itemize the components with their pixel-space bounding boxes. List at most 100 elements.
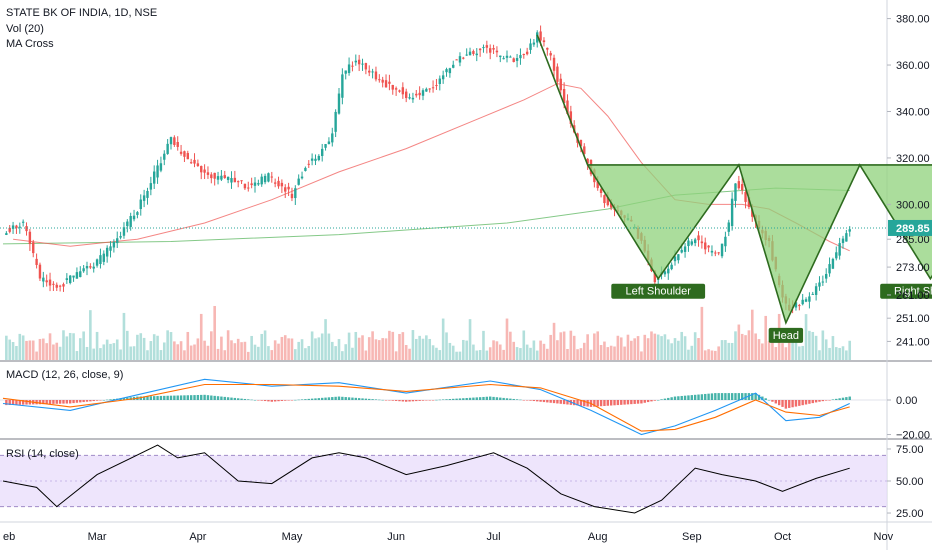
macd-histogram-bar xyxy=(576,400,579,406)
volume-bar xyxy=(317,337,321,360)
candle-body xyxy=(58,285,62,287)
macd-histogram-bar xyxy=(186,395,189,400)
volume-bar xyxy=(136,334,139,360)
volume-bar xyxy=(310,331,314,360)
candle-body xyxy=(821,281,825,283)
candle-body xyxy=(525,51,529,55)
macd-histogram-bar xyxy=(583,400,586,407)
volume-bar xyxy=(92,348,96,360)
volume-bar xyxy=(58,346,62,360)
macd-histogram-bar xyxy=(15,400,18,405)
macd-histogram-bar xyxy=(89,400,92,402)
macd-histogram-bar xyxy=(341,396,344,400)
volume-bar xyxy=(562,331,566,360)
candle-body xyxy=(307,163,310,165)
candle-body xyxy=(72,275,75,278)
volume-bar xyxy=(169,332,173,360)
volume-bar xyxy=(330,341,334,360)
candle-body xyxy=(290,193,294,199)
macd-histogram-bar xyxy=(485,396,489,400)
macd-histogram-bar xyxy=(48,400,52,404)
candle-body xyxy=(136,212,139,215)
volume-bar xyxy=(260,333,264,360)
volume-bar xyxy=(539,340,542,360)
axis-tick-label: −20.00 xyxy=(896,430,930,442)
volume-bar xyxy=(250,335,253,360)
macd-histogram-bar xyxy=(354,397,357,400)
candle-body xyxy=(720,243,724,257)
candle-body xyxy=(536,32,539,43)
macd-histogram-bar xyxy=(253,400,257,401)
macd-histogram-bar xyxy=(489,396,492,400)
volume-bar xyxy=(183,350,186,360)
candle-body xyxy=(808,296,811,302)
candle-body xyxy=(230,178,233,183)
volume-bar xyxy=(166,330,169,360)
volume-bar xyxy=(838,347,841,360)
candle-body xyxy=(401,87,405,95)
macd-histogram-bar xyxy=(371,399,374,400)
volume-bar xyxy=(831,336,835,360)
macd-histogram-bar xyxy=(374,399,378,400)
volume-bar xyxy=(31,340,35,360)
macd-histogram-bar xyxy=(203,394,206,400)
macd-histogram-bar xyxy=(646,400,650,403)
candle-body xyxy=(79,271,82,278)
macd-histogram-bar xyxy=(714,393,717,400)
candle-body xyxy=(196,163,200,167)
volume-bar xyxy=(606,347,610,360)
left-shoulder-area xyxy=(587,164,739,279)
candle-body xyxy=(515,58,519,61)
macd-histogram-bar xyxy=(237,398,240,400)
volume-bar xyxy=(717,346,720,360)
candle-body xyxy=(724,236,727,247)
volume-bar xyxy=(230,340,233,360)
candle-body xyxy=(126,221,129,227)
macd-histogram-bar xyxy=(233,397,237,400)
candle-body xyxy=(690,241,693,245)
volume-bar xyxy=(82,331,85,360)
macd-histogram-bar xyxy=(146,396,149,400)
candle-body xyxy=(344,70,347,74)
candle-body xyxy=(257,183,260,185)
candle-body xyxy=(388,81,391,84)
candle-body xyxy=(267,173,270,182)
candle-body xyxy=(609,202,613,208)
volume-bar xyxy=(559,332,563,360)
volume-bar xyxy=(734,331,737,360)
macd-histogram-bar xyxy=(818,400,821,402)
axis-tick-label: 0.00 xyxy=(896,395,917,407)
last-price-label: 289.85 xyxy=(896,223,930,235)
candle-body xyxy=(35,258,38,265)
volume-bar xyxy=(801,345,804,360)
candle-body xyxy=(489,48,492,53)
macd-histogram-bar xyxy=(378,399,381,401)
pattern-label: Right Shoulder xyxy=(894,286,932,298)
volume-bar xyxy=(189,345,193,360)
volume-bar xyxy=(488,347,492,360)
macd-histogram-bar xyxy=(337,396,341,400)
candle-body xyxy=(798,305,801,307)
candle-body xyxy=(495,50,499,53)
macd-histogram-bar xyxy=(250,399,253,401)
macd-histogram-bar xyxy=(247,399,250,400)
macd-histogram-bar xyxy=(727,393,730,400)
volume-bar xyxy=(468,319,472,360)
macd-histogram-bar xyxy=(596,400,599,407)
axis-tick-label: 241.00 xyxy=(896,336,930,348)
volume-bar xyxy=(149,341,153,360)
volume-bar xyxy=(784,347,788,360)
candle-body xyxy=(425,88,428,92)
candle-body xyxy=(670,264,673,270)
volume-bar xyxy=(52,344,55,360)
macd-histogram-bar xyxy=(741,393,744,400)
volume-bar xyxy=(156,335,159,360)
macd-histogram-bar xyxy=(173,395,176,400)
volume-bar xyxy=(677,340,680,360)
candle-body xyxy=(384,80,388,88)
volume-bar xyxy=(233,343,237,360)
volume-bar xyxy=(438,350,442,360)
volume-bar xyxy=(710,350,714,360)
candle-body xyxy=(828,264,831,274)
